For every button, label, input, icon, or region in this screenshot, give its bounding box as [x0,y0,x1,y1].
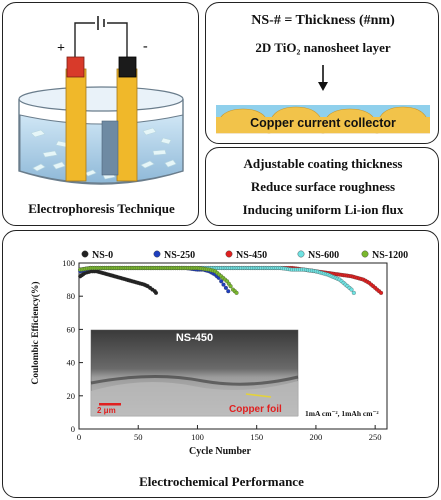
x-tick-label: 200 [310,432,323,442]
sem-inset-label: NS-450 [175,332,214,344]
copper-foil-label: Copper foil [229,404,282,415]
data-point [219,279,224,284]
benefit-item: Adjustable coating thickness [243,156,403,171]
beaker-rim [18,86,184,112]
battery-icon [97,16,105,30]
x-tick-label: 250 [369,432,382,442]
definition-panel: NS-# = Thickness (#nm) 2D TiO₂ nanosheet… [205,2,439,144]
data-point [234,290,239,295]
y-axis-label: Coulombic Efficiency(%) [31,281,41,385]
data-point [223,285,228,290]
legend-label: NS-250 [164,250,195,261]
data-point [379,290,384,295]
data-point [226,289,231,294]
legend-marker [297,250,305,258]
y-tick-label: 100 [62,258,75,268]
nanosheet-flakes [30,127,177,180]
legend-marker [81,250,89,258]
data-point [349,287,354,292]
cathode-cap [118,56,137,78]
data-point [153,290,159,295]
plus-sign: + [57,41,65,56]
y-tick-label: 0 [71,424,75,434]
nanosheet-layer-label: 2D TiO₂ nanosheet layer [255,40,391,55]
anode-plate [65,68,87,182]
y-tick-label: 20 [67,391,76,401]
legend-marker [361,250,369,258]
x-axis-label: Cycle Number [189,446,251,457]
beaker-wall [18,99,184,185]
thickness-definition: NS-# = Thickness (#nm) [251,13,395,28]
down-arrow-icon [318,65,328,91]
x-tick-label: 100 [191,432,204,442]
legend-label: NS-450 [236,250,267,261]
cathode-plate [116,68,138,182]
legend-entry: NS-450 [225,250,267,261]
legend-entry: NS-250 [153,250,195,261]
data-point [221,282,226,287]
benefit-item: Reduce surface roughness [250,179,396,194]
circuit-wire [74,22,128,61]
electrophoresis-illustration [18,16,184,185]
series-ns-0 [78,269,159,295]
x-tick-label: 150 [250,432,263,442]
electrophoresis-title: Electrophoresis Technique [28,201,175,216]
anode-cap [66,56,85,78]
electrophoresis-panel: + - Electrophoresis Technique [2,2,199,226]
x-tick-label: 0 [77,432,81,442]
legend-entry: NS-1200 [361,250,408,261]
legend-marker [153,250,161,258]
scalebar-label: 2 μm [97,406,116,415]
test-condition-label: 1mA cm⁻², 1mAh cm⁻² [305,409,379,418]
legend-label: NS-0 [92,250,113,261]
collector-label: Copper current collector [250,116,396,130]
data-point [351,290,356,295]
cathode-coating [101,120,119,176]
legend-label: NS-600 [308,250,339,261]
performance-panel: 0 50 100 150 200 250 0 20 40 60 80 100 NS-0 NS-250 NS… [2,230,439,498]
minus-sign: - [143,39,148,54]
legend-marker [225,250,233,258]
data-point [228,284,233,289]
legend-label: NS-1200 [372,250,408,261]
plot-area [78,262,388,430]
legend-entry: NS-0 [81,250,113,261]
coulombic-efficiency-chart: 0 50 100 150 200 250 0 20 40 60 80 100 NS-0 NS-250 NS… [62,250,408,442]
beaker-liquid [19,114,184,184]
y-tick-label: 60 [67,324,76,334]
x-tick-label: 50 [134,432,143,442]
legend-entry: NS-600 [297,250,339,261]
series-ns-600 [78,265,356,295]
y-tick-label: 80 [67,291,76,301]
performance-title: Electrochemical Performance [139,474,304,489]
sem-inset [90,329,299,417]
benefit-item: Inducing uniform Li-ion flux [242,202,404,217]
benefits-panel: Adjustable coating thickness Reduce surf… [205,147,439,226]
series-ns-1200 [78,265,239,295]
y-tick-label: 40 [67,358,76,368]
coated-collector-illustration [216,105,430,134]
